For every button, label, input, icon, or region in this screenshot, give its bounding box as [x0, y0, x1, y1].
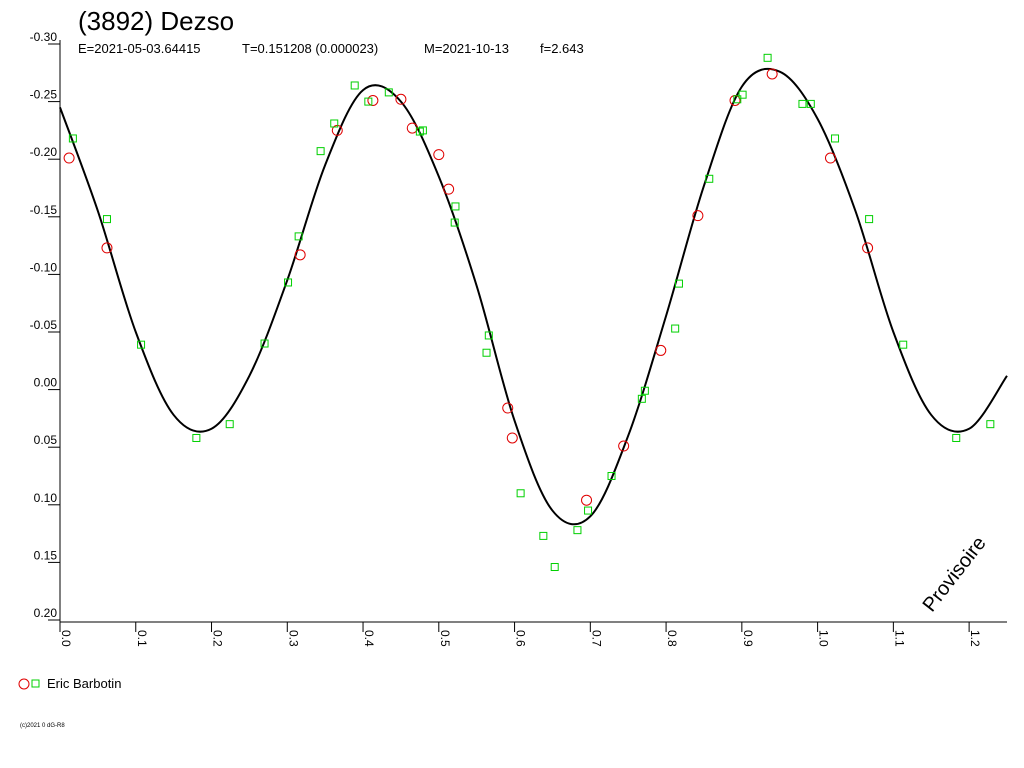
point-square: [865, 215, 874, 224]
point-square: [330, 119, 339, 128]
x-tick-label: 0.6: [514, 630, 528, 647]
point-square: [418, 126, 427, 135]
point-circle: [502, 402, 514, 414]
point-square: [192, 433, 201, 442]
info-period: T=0.151208 (0.000023): [242, 41, 378, 56]
point-square: [284, 278, 293, 287]
point-square: [733, 95, 742, 104]
point-square: [573, 526, 582, 535]
point-circle: [433, 149, 445, 161]
y-tick-label: -0.30: [30, 30, 58, 44]
y-tick-label: 0.15: [34, 548, 58, 562]
point-circle: [101, 242, 113, 254]
point-circle: [406, 122, 418, 134]
point-circle: [618, 440, 630, 452]
point-square: [384, 88, 393, 97]
x-tick-label: 1.0: [817, 630, 831, 647]
watermark: Provisoire: [919, 532, 991, 616]
point-square: [364, 97, 373, 106]
point-square: [831, 134, 840, 143]
y-tick-label: 0.00: [34, 376, 58, 390]
point-square: [674, 279, 683, 288]
point-circle: [506, 432, 518, 444]
point-square: [316, 147, 325, 156]
x-tick-label: 0.4: [362, 630, 376, 647]
legend-circle: [18, 678, 30, 690]
point-square: [539, 531, 548, 540]
point-square: [637, 394, 646, 403]
info-date: M=2021-10-13: [424, 41, 509, 56]
x-tick-label: 0.8: [665, 630, 679, 647]
x-tick-label: 0.7: [589, 630, 603, 647]
point-square: [899, 340, 908, 349]
x-tick-label: 0.2: [211, 630, 225, 647]
point-square: [705, 174, 714, 183]
y-tick-label: -0.10: [30, 260, 58, 274]
point-circle: [395, 93, 407, 105]
x-tick-label: 0.5: [438, 630, 452, 647]
legend-label: Eric Barbotin: [47, 676, 121, 691]
x-tick-label: 0.1: [135, 630, 149, 647]
info-f: f=2.643: [540, 41, 584, 56]
point-square: [225, 420, 234, 429]
y-tick-label: -0.05: [30, 318, 58, 332]
point-square: [450, 218, 459, 227]
point-square: [798, 99, 807, 108]
point-circle: [367, 94, 379, 106]
point-square: [952, 433, 961, 442]
point-square: [986, 420, 995, 429]
point-square: [763, 53, 772, 62]
point-circle: [766, 68, 778, 80]
chart-title: (3892) Dezso: [78, 6, 234, 36]
y-tick-label: 0.20: [34, 606, 58, 620]
y-tick-label: -0.20: [30, 145, 58, 159]
y-tick-label: -0.25: [30, 88, 58, 102]
point-square: [294, 232, 303, 241]
point-circle: [581, 494, 593, 506]
point-square: [550, 563, 559, 572]
y-tick-label: -0.15: [30, 203, 58, 217]
x-tick-label: 0.0: [59, 630, 73, 647]
point-square: [102, 215, 111, 224]
fit-curve: [59, 68, 1008, 526]
point-square: [607, 472, 616, 480]
y-tick-label: 0.05: [34, 433, 58, 447]
info-epoch: E=2021-05-03.64415: [78, 41, 201, 56]
point-square: [68, 134, 77, 143]
point-circle: [824, 152, 836, 164]
point-square: [806, 99, 815, 108]
point-square: [137, 340, 146, 349]
x-tick-label: 0.9: [741, 630, 755, 647]
x-tick-label: 0.3: [286, 630, 300, 647]
point-square: [516, 489, 525, 498]
point-square: [640, 386, 649, 395]
point-circle: [294, 249, 306, 261]
footer: (c)2021 0 dG-R8: [20, 723, 65, 729]
point-square: [484, 331, 493, 340]
point-square: [260, 339, 269, 348]
legend-square: [31, 679, 40, 688]
point-circle: [862, 242, 874, 254]
point-square: [671, 324, 680, 333]
point-square: [584, 506, 593, 515]
point-square: [451, 202, 460, 211]
x-tick-label: 1.1: [892, 630, 906, 647]
point-circle: [63, 152, 75, 164]
point-circle: [443, 183, 455, 195]
point-square: [350, 81, 359, 90]
point-circle: [655, 344, 667, 356]
point-circle: [692, 210, 704, 222]
x-tick-label: 1.2: [968, 630, 982, 647]
point-square: [738, 90, 747, 99]
point-square: [482, 348, 491, 357]
y-tick-label: 0.10: [34, 491, 58, 505]
